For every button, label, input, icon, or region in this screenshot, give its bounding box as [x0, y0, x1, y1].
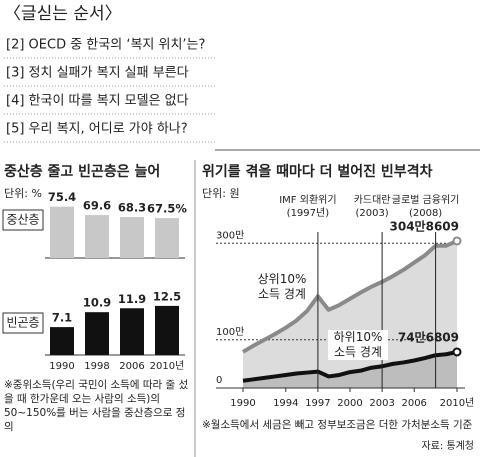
annotation-line-text: 카드대란 [354, 194, 391, 206]
annotation: IMF 외환위기 (1997년) [279, 193, 336, 219]
value-label: 12.5 [153, 289, 181, 303]
series-label: 상위10% 소득 경계 [257, 272, 307, 301]
bar [120, 216, 144, 258]
list-item: [4] 한국이 따를 복지 모델은 없다 [6, 94, 189, 109]
unit-label: 단위: 원 [202, 187, 240, 200]
x-tick-label: 1994 [273, 398, 298, 409]
header-title: 〈글싣는 순서〉 [4, 4, 122, 24]
annotation-line-text: 글로벌 금융위기 [392, 193, 460, 206]
annotation-line-text: (2008) [409, 208, 442, 219]
line [242, 350, 458, 383]
bar [155, 218, 179, 258]
x-tick-label: 2000 [337, 398, 362, 409]
list-item: [2] OECD 중 한국의 ‘복지 위치’는? [6, 38, 205, 53]
value-label: 7.1 [52, 311, 72, 325]
value-label: 67.5% [147, 202, 187, 216]
line [241, 239, 458, 354]
series-label: 빈곤층 [6, 316, 39, 330]
x-tick-label: 1990 [230, 398, 255, 409]
end-label: 74만6809 [398, 329, 459, 344]
note: ※중위소득(우리 국민이 소득에 따라 줄 섰을 때 한가운데 오는 사람의 소… [4, 379, 189, 433]
list-item: [5] 우리 복지, 어디로 가야 하나? [6, 122, 188, 137]
end-marker [452, 236, 462, 246]
x-tick-label: 2006 [401, 398, 426, 409]
annotation-line-text: (2003) [355, 208, 388, 219]
area [243, 240, 457, 388]
value-label: 10.9 [83, 296, 111, 310]
x-tick-label: 2010년 [150, 360, 185, 372]
bar [85, 312, 109, 355]
bar [50, 327, 74, 355]
chart-title: 위기를 겪을 때마다 더 벌어진 빈부격차 [202, 163, 433, 180]
y-tick-label: 100만 [216, 326, 244, 338]
value-label: 69.6 [83, 199, 111, 213]
list-item: [3] 정치 실패가 복지 실패 부른다 [6, 66, 189, 81]
bar [50, 206, 74, 258]
annotation: 카드대란 (2003) [354, 194, 391, 219]
bar [120, 308, 144, 355]
x-tick-label: 2006 [119, 361, 144, 372]
value-label: 11.9 [118, 292, 146, 306]
x-tick-label: 2003 [369, 398, 394, 409]
note: ※월소득에서 세금은 빼고 정부보조금은 더한 가처분소득 기준 [202, 419, 473, 431]
series-label: 하위10% 소득 경계 [328, 330, 388, 360]
source: 자료: 통계청 [421, 441, 474, 452]
value-label: 68.3 [118, 200, 146, 214]
value-label: 75.4 [48, 190, 76, 204]
series-label: 중산층 [6, 213, 39, 227]
end-marker [452, 347, 462, 357]
y-tick-label: 0 [216, 375, 222, 386]
annotation: 글로벌 금융위기 (2008) [392, 193, 460, 219]
bar [155, 305, 179, 355]
end-label: 304만8609 [390, 218, 460, 233]
x-tick-label: 1998 [84, 361, 109, 372]
area [243, 351, 457, 388]
chart-title: 중산층 줄고 빈곤층은 늘어 [4, 163, 160, 180]
series-label-box [2, 209, 44, 231]
series-label-box [2, 312, 44, 334]
x-tick-label: 1990 [49, 361, 74, 372]
y-tick-label: 300만 [216, 229, 244, 241]
x-tick-label: 1997 [305, 398, 330, 409]
x-tick-label: 2010년 [440, 397, 475, 409]
annotation-line-text: (1997년) [287, 207, 330, 219]
annotation-line-text: IMF 외환위기 [279, 193, 336, 206]
bar [85, 215, 109, 258]
unit-label: 단위: % [4, 187, 42, 200]
